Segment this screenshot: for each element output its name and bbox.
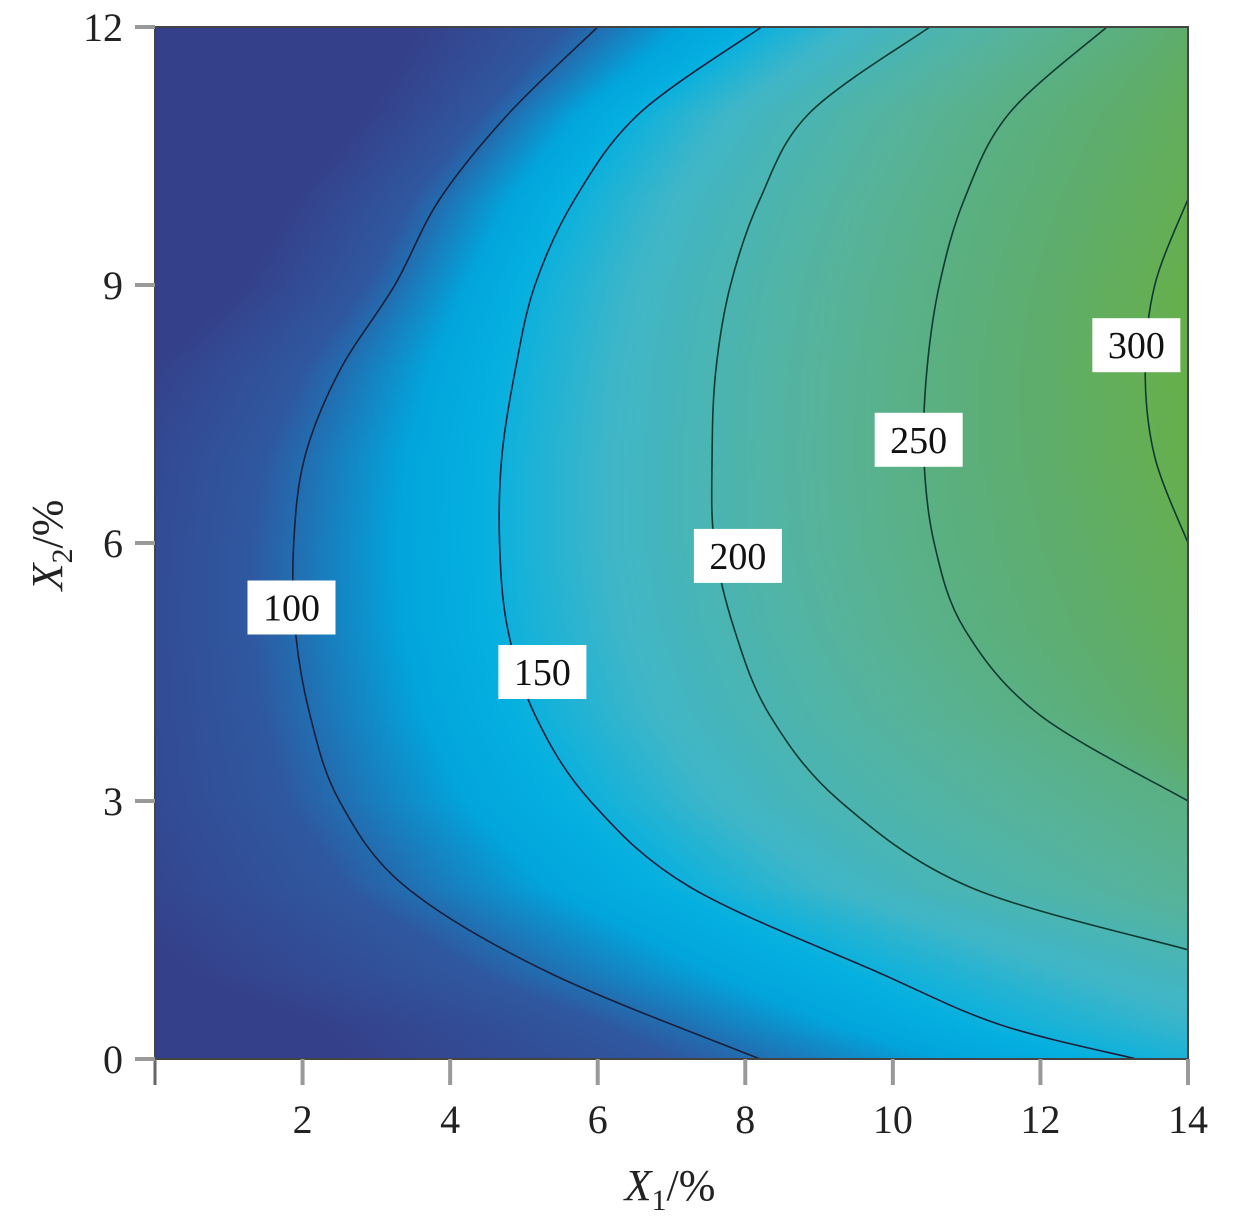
contour-label-300: 300 xyxy=(1108,325,1165,367)
y-axis-label: X2/% xyxy=(23,500,79,593)
contour-label-box xyxy=(498,645,587,699)
x-tick-label: 8 xyxy=(735,1097,755,1142)
y-tick-label: 3 xyxy=(103,779,123,824)
contour-line-100 xyxy=(291,26,761,1060)
contour-line-150 xyxy=(498,26,1137,1060)
contour-line-200 xyxy=(710,26,1189,951)
y-tick-label: 0 xyxy=(103,1037,123,1082)
y-ticks: 0 3 6 9 12 xyxy=(83,5,155,1082)
y-tick-label: 9 xyxy=(103,263,123,308)
contour-line-250 xyxy=(922,26,1189,802)
x-tick-label: 4 xyxy=(440,1097,460,1142)
x-tick-label: 2 xyxy=(293,1097,313,1142)
contour-label-200: 200 xyxy=(709,536,766,578)
contour-label-box xyxy=(1092,318,1181,373)
contour-label-box xyxy=(247,580,336,635)
y-tick-label: 6 xyxy=(103,521,123,566)
x-tick-label: 14 xyxy=(1168,1097,1208,1142)
contour-label-box xyxy=(693,528,782,583)
contour-labels: 100 150 200 250 300 xyxy=(247,318,1181,699)
x-tick-label: 10 xyxy=(873,1097,913,1142)
contour-label-150: 150 xyxy=(514,652,571,694)
x-axis-label: X1/% xyxy=(623,1161,716,1217)
contour-label-250: 250 xyxy=(890,420,947,462)
x-tick-label: 12 xyxy=(1020,1097,1060,1142)
y-tick-label: 12 xyxy=(83,5,123,50)
contour-label-box xyxy=(874,412,963,467)
plot-frame xyxy=(154,26,1189,1060)
contour-label-100: 100 xyxy=(263,588,320,630)
heatmap-surface xyxy=(155,27,1188,1059)
x-ticks: 2 4 6 8 10 12 14 xyxy=(153,1059,1208,1142)
x-tick-label: 6 xyxy=(588,1097,608,1142)
